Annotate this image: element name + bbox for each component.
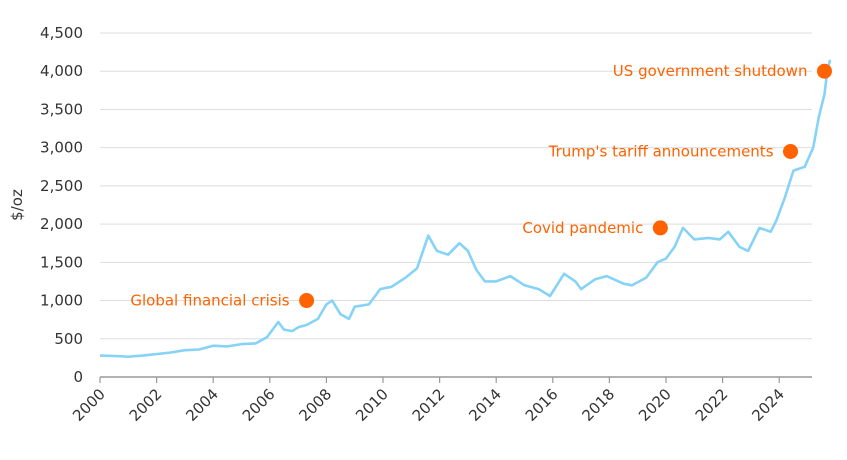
x-tick-label: 2020 [635, 385, 675, 425]
x-tick-label: 2012 [409, 385, 449, 425]
y-tick-label: 2,000 [40, 215, 83, 233]
x-tick-label: 2006 [239, 385, 279, 425]
x-tick-label: 2000 [69, 385, 109, 425]
y-tick-label: 3,500 [40, 100, 83, 118]
y-tick-label: 1,500 [40, 253, 83, 271]
gold-price-line [99, 59, 832, 358]
y-tick-label: 4,500 [40, 24, 83, 42]
x-tick-label: 2022 [692, 385, 732, 425]
y-tick-label: 2,500 [40, 177, 83, 195]
y-tick-label: 500 [54, 330, 83, 348]
y-tick-label: 0 [73, 368, 83, 386]
y-axis-label: $/oz [8, 189, 26, 221]
y-tick-label: 1,000 [40, 292, 83, 310]
x-tick-label: 2008 [295, 385, 335, 425]
annotation-label: Covid pandemic [522, 219, 643, 237]
x-tick-label: 2002 [126, 385, 166, 425]
annotation-label: Trump's tariff announcements [548, 142, 774, 160]
x-tick-label: 2010 [352, 385, 392, 425]
y-tick-label: 3,000 [40, 139, 83, 157]
x-tick-label: 2018 [578, 385, 618, 425]
annotation-marker [299, 293, 315, 309]
x-tick-label: 2014 [465, 385, 505, 425]
annotation-marker [652, 220, 668, 236]
x-tick-label: 2016 [522, 385, 562, 425]
annotation-label: Global financial crisis [130, 292, 289, 310]
y-tick-label: 4,000 [40, 62, 83, 80]
x-tick-label: 2024 [748, 385, 788, 425]
x-tick-label: 2004 [182, 385, 222, 425]
annotation-label: US government shutdown [613, 62, 808, 80]
annotation-marker [816, 63, 832, 79]
annotation-marker [783, 143, 799, 159]
